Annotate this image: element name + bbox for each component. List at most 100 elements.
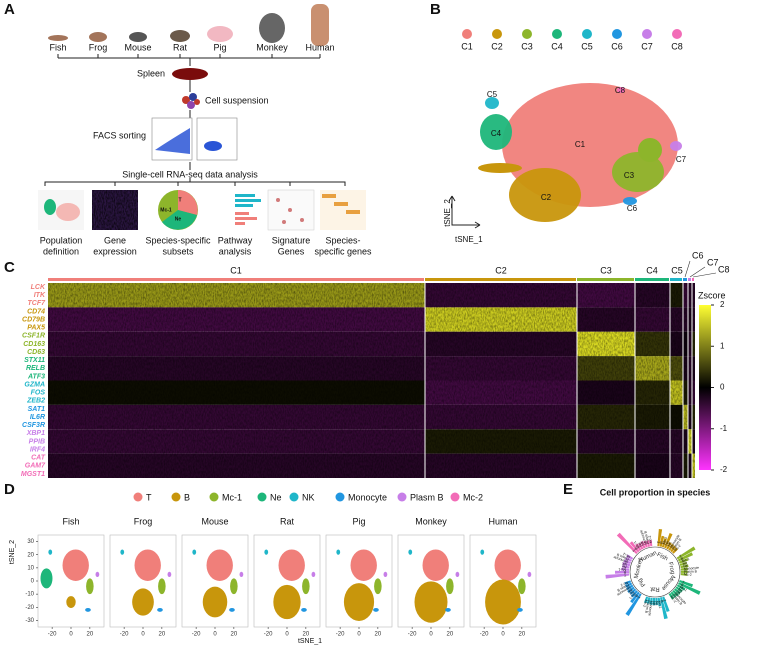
colorbar-tick-label: 0 <box>720 383 725 392</box>
proportion-bar <box>659 535 665 547</box>
cell-type-label: Mc-1 <box>618 567 626 572</box>
cluster-bar <box>688 278 691 281</box>
gene-label: RELB <box>26 365 45 372</box>
axis-label: tSNE_1 <box>298 638 322 645</box>
legend-label: B <box>184 492 190 502</box>
x-tick-label: 20 <box>375 632 382 638</box>
proportion-bar <box>638 542 644 550</box>
gene-label: FOS <box>31 390 46 397</box>
cell-cloud <box>301 607 307 612</box>
cell-type-label: Mc-2 <box>648 535 653 543</box>
cell-type-label: Monocyte <box>613 555 629 564</box>
legend-swatch <box>397 492 407 502</box>
cluster-label: C3 <box>600 265 612 275</box>
step-label: Single-cell RNA-seq data analysis <box>122 169 258 179</box>
proportion-bar <box>668 543 675 551</box>
panel-label: A <box>4 1 15 18</box>
cell-type-label: T <box>679 554 684 559</box>
gene-label: IL6R <box>30 414 45 421</box>
cluster-label: C8 <box>615 86 626 95</box>
legend-label: Mc-1 <box>222 492 242 502</box>
legend-swatch <box>672 29 682 39</box>
cell-type-label: Mc-1 <box>628 592 636 600</box>
cell-type-label: Ne <box>622 564 627 569</box>
cell-cloud <box>273 584 301 620</box>
proportion-bar <box>670 545 677 553</box>
cell-cloud <box>343 583 375 621</box>
x-tick-label: 20 <box>303 632 310 638</box>
step-label: Cell suspension <box>205 95 269 105</box>
cell-cloud <box>48 549 53 555</box>
gene-label: XBP1 <box>26 430 45 437</box>
x-tick-label: 0 <box>429 632 433 638</box>
cluster-bar <box>683 278 687 281</box>
legend-swatch <box>642 29 652 39</box>
proportion-bar <box>679 580 694 588</box>
proportion-bar <box>625 593 642 616</box>
colorbar-tick-label: -2 <box>720 465 728 474</box>
cell-cloud <box>86 578 94 595</box>
legend-label: C4 <box>551 41 563 51</box>
gene-label: ITK <box>34 292 46 299</box>
analysis-label: definition <box>43 246 79 256</box>
proportion-bar <box>630 591 640 604</box>
cell-type-label: Ne <box>655 601 659 606</box>
cluster-label: C2 <box>495 265 507 275</box>
proportion-bar <box>679 561 688 566</box>
cell-type-label: Monocyte <box>669 534 681 549</box>
analysis-label: expression <box>93 246 137 256</box>
cell-cloud <box>517 607 523 612</box>
gene-label: PPIB <box>29 438 45 445</box>
proportion-bar <box>635 543 642 551</box>
y-tick-label: -20 <box>25 605 34 611</box>
cell-type-label: Monocyte <box>684 566 700 571</box>
x-tick-label: -20 <box>120 632 129 638</box>
cell-type-label: B <box>634 594 639 599</box>
cell-cloud <box>134 549 161 581</box>
colorbar-tick-label: 1 <box>720 341 725 350</box>
legend-swatch <box>582 29 592 39</box>
cluster-bar <box>425 278 576 281</box>
proportion-bar <box>644 596 649 604</box>
cluster-cloud <box>617 87 625 93</box>
x-tick-label: -20 <box>336 632 345 638</box>
legend-label: Plasm B <box>410 492 444 502</box>
proportion-bar <box>657 528 663 547</box>
cluster-cloud <box>638 138 662 162</box>
cell-type-label: B <box>623 570 626 574</box>
cluster-cloud <box>509 168 581 222</box>
cell-type-label: B <box>633 546 638 551</box>
gene-label: MGST1 <box>21 471 45 478</box>
cell-cloud <box>95 571 100 578</box>
legend-label: C6 <box>611 41 623 51</box>
cell-type-label: Plasm B <box>671 537 683 550</box>
cell-type-label: Monocyte <box>616 585 631 596</box>
cell-type-label: NK <box>683 564 689 569</box>
proportion-bar <box>680 573 688 576</box>
gene-label: STX11 <box>24 357 45 364</box>
species-title: Monkey <box>415 516 447 526</box>
pie-label: Mc-1 <box>160 207 172 213</box>
legend-label: NK <box>302 492 315 502</box>
cell-cloud <box>422 549 449 581</box>
cell-cloud <box>192 549 197 555</box>
cell-cloud <box>62 549 89 581</box>
proportion-bar <box>680 564 689 569</box>
step-label: FACS sorting <box>93 130 146 140</box>
cell-type-label: B <box>680 556 684 561</box>
cluster-label: C8 <box>718 264 730 274</box>
proportion-bar <box>630 590 638 598</box>
cell-type-label: Mc-1 <box>681 557 690 564</box>
cluster-label: C7 <box>707 257 719 267</box>
leader-line <box>684 260 691 278</box>
cell-cloud <box>66 596 76 608</box>
inner-ring <box>629 546 681 598</box>
proportion-bar <box>624 580 632 585</box>
cell-cloud <box>485 579 521 625</box>
proportion-bar <box>629 588 637 595</box>
species-label: Human <box>638 550 658 564</box>
gene-label: CD63 <box>27 349 45 356</box>
x-tick-label: -20 <box>264 632 273 638</box>
legend-swatch <box>335 492 345 502</box>
